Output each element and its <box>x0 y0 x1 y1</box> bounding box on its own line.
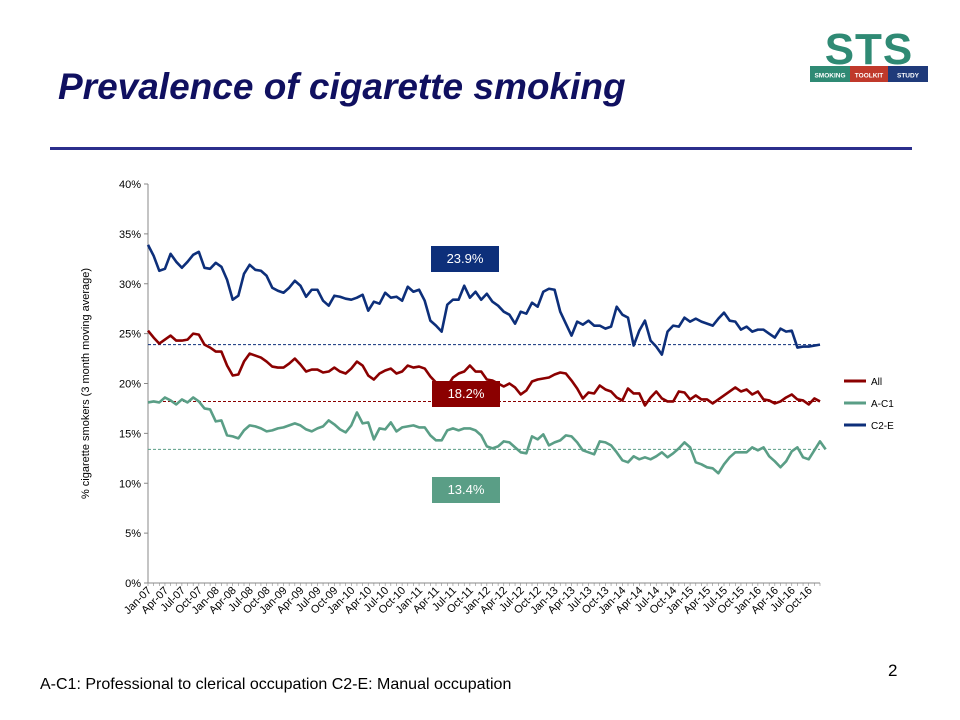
y-tick-label: 25% <box>119 329 141 341</box>
page-number: 2 <box>888 661 898 680</box>
annotation-ac1-value: 13.4% <box>432 477 500 503</box>
y-tick-label: 5% <box>125 528 141 540</box>
series-line-a-c1 <box>147 396 827 475</box>
y-tick-label: 15% <box>119 428 141 440</box>
sts-logo: STS SMOKING TOOLKIT STUDY <box>810 25 928 82</box>
series-line-all <box>146 329 821 407</box>
y-tick-label: 35% <box>119 229 141 241</box>
logo-text: STS <box>825 25 914 74</box>
y-tick-label: 40% <box>119 179 141 191</box>
logo-tagline-1: SMOKING <box>814 73 845 80</box>
logo-tagline-2: TOOLKIT <box>855 73 883 80</box>
logo-tagline-3: STUDY <box>897 73 920 80</box>
annotation-c2e-value: 23.9% <box>431 246 499 272</box>
legend-label-c2-e: C2-E <box>871 421 894 432</box>
y-tick-label: 10% <box>119 478 141 490</box>
annotation-all-value: 18.2% <box>432 381 500 407</box>
y-tick-label: 20% <box>119 379 141 391</box>
footnote: A-C1: Professional to clerical occupatio… <box>40 676 512 693</box>
y-tick-label: 0% <box>125 578 141 590</box>
legend-label-all: All <box>871 377 882 388</box>
slide-title: Prevalence of cigarette smoking <box>58 66 626 107</box>
title-divider <box>50 147 912 150</box>
y-axis-title: % cigarette smokers (3 month moving aver… <box>80 268 92 499</box>
legend-label-a-c1: A-C1 <box>871 399 894 410</box>
y-tick-label: 30% <box>119 279 141 291</box>
series-line-c2-e <box>146 244 821 356</box>
